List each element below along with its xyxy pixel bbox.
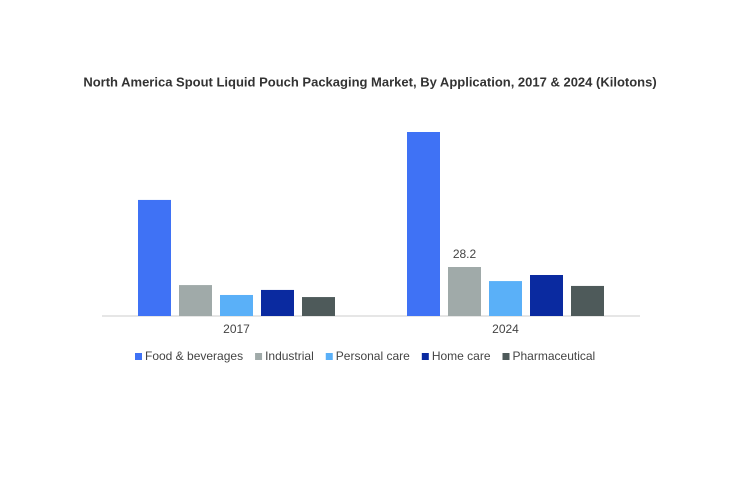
bar xyxy=(530,274,563,316)
bar xyxy=(138,199,171,316)
legend-label: Food & beverages xyxy=(145,349,243,363)
legend-label: Industrial xyxy=(265,349,314,363)
legend-swatch xyxy=(255,353,263,360)
legend-label: Pharmaceutical xyxy=(513,349,596,363)
bar xyxy=(571,285,604,316)
bar xyxy=(302,297,335,316)
legend-swatch xyxy=(325,353,333,360)
legend-swatch xyxy=(502,353,510,360)
bar xyxy=(261,289,294,316)
x-tick-label: 2024 xyxy=(492,322,519,336)
bar xyxy=(489,281,522,316)
legend-label: Home care xyxy=(432,349,491,363)
bar xyxy=(220,294,253,316)
chart-title: North America Spout Liquid Pouch Packagi… xyxy=(83,74,656,89)
bar xyxy=(407,132,440,316)
bar xyxy=(448,267,481,316)
legend-swatch xyxy=(421,353,429,360)
legend-swatch xyxy=(135,353,142,360)
legend-label: Personal care xyxy=(336,349,410,363)
x-tick-label: 2017 xyxy=(223,322,250,336)
bar xyxy=(179,285,212,316)
data-label: 28.2 xyxy=(453,247,477,261)
